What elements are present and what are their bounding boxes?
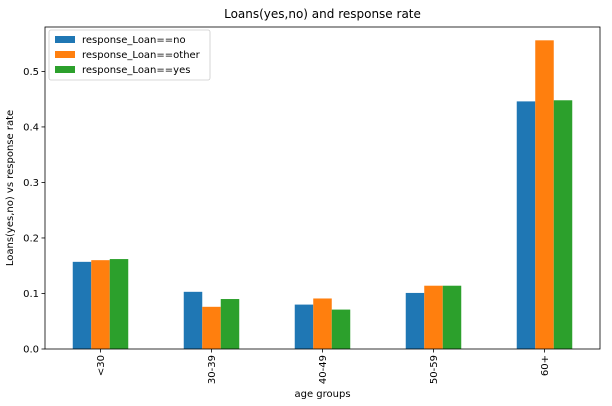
legend-swatch	[55, 36, 75, 43]
bar-1-1	[72, 261, 92, 349]
chart-title: Loans(yes,no) and response rate	[224, 7, 421, 21]
bar-2-1	[91, 260, 110, 349]
bars-group	[72, 40, 573, 349]
legend-label: response_Loan==other	[82, 50, 201, 61]
x-axis: <30 30-39 40-49 50-59 60+	[96, 349, 551, 384]
y-tick-label: 0.3	[23, 178, 39, 189]
y-tick-label: 0.5	[23, 67, 39, 78]
y-axis: 0.0 0.1 0.2 0.3 0.4 0.5	[23, 67, 45, 356]
bar-3-1	[109, 259, 129, 349]
y-tick-label: 0.4	[23, 122, 39, 133]
bar-2-4	[424, 285, 443, 349]
bar-2-3	[313, 298, 332, 349]
bar-3-5	[553, 100, 573, 349]
bar-1-5	[516, 101, 536, 349]
plot-frame	[44, 26, 601, 350]
bar-1-3	[294, 304, 314, 349]
legend-label: response_Loan==no	[82, 35, 186, 46]
bar-2-5	[535, 40, 554, 349]
y-tick-label: 0.0	[23, 345, 39, 356]
bar-3-2	[220, 299, 240, 349]
y-axis-title: Loans(yes,no) vs response rate	[5, 110, 16, 266]
x-tick-label: 50-59	[429, 355, 440, 384]
x-tick-label: 60+	[540, 355, 551, 376]
y-tick-label: 0.2	[23, 233, 39, 244]
bar-3-3	[331, 309, 351, 349]
bar-1-4	[405, 292, 425, 349]
bar-1-2	[183, 291, 203, 349]
legend-swatch	[55, 66, 75, 73]
y-tick-label: 0.1	[23, 289, 39, 300]
legend-box	[48, 29, 211, 81]
x-axis-title: age groups	[294, 389, 350, 400]
x-tick-label: 40-49	[318, 355, 329, 384]
x-tick-label: 30-39	[207, 355, 218, 384]
bar-2-2	[202, 306, 221, 349]
legend: response_Loan==no response_Loan==otherres…	[48, 29, 211, 81]
legend-label: response_Loan==yes	[82, 65, 190, 76]
legend-swatch	[55, 51, 75, 58]
x-tick-label: <30	[96, 355, 107, 376]
bar-3-4	[442, 285, 462, 349]
